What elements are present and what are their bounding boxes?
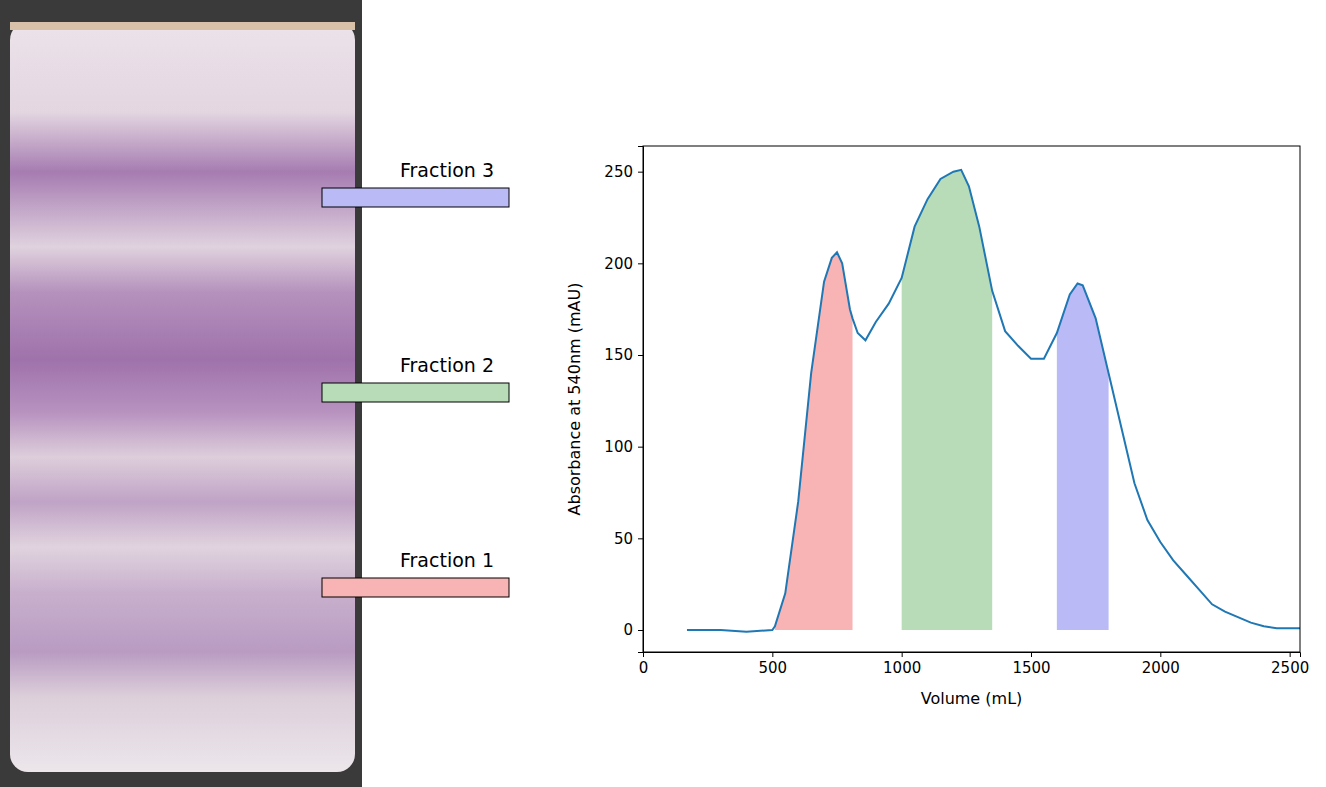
x-axis-title: Volume (mL) — [921, 689, 1023, 708]
y-tick-mark — [638, 172, 643, 173]
y-tick-label: 0 — [623, 621, 633, 639]
x-tick-label: 1500 — [1012, 659, 1050, 677]
x-tick: 0 — [639, 652, 649, 677]
column-photo — [0, 0, 362, 787]
x-tick: 2000 — [1142, 652, 1180, 677]
y-tick-mark — [638, 355, 643, 356]
y-axis: 0 50 100 150 200 250 — [604, 147, 643, 653]
fraction-label: Fraction 2 — [400, 354, 494, 376]
x-tick-mark — [1031, 652, 1032, 657]
fraction-region-group — [902, 170, 993, 632]
y-tick-label: 100 — [604, 438, 633, 456]
x-tick: 1500 — [1012, 652, 1050, 677]
absorbance-line — [687, 170, 1300, 632]
plot-area — [687, 170, 1300, 632]
x-tick: 500 — [759, 652, 788, 677]
plot-frame — [643, 146, 1300, 652]
x-axis: 0 500 1000 1500 2000 2500 — [639, 652, 1310, 677]
y-tick-label: 50 — [614, 530, 633, 548]
y-tick-label: 250 — [604, 163, 633, 181]
y-tick-mark — [638, 630, 643, 631]
fraction-swatch — [322, 578, 509, 597]
fraction-marker: Fraction 1 — [322, 549, 509, 597]
fraction-region-group — [775, 170, 853, 632]
y-tick-label: 150 — [604, 346, 633, 364]
fraction-swatch — [322, 188, 509, 207]
x-axis-line — [644, 653, 1301, 658]
fraction-marker: Fraction 3 — [322, 159, 509, 207]
fraction-area — [775, 170, 853, 632]
fraction-label: Fraction 1 — [400, 549, 494, 571]
x-tick-label: 2000 — [1142, 659, 1180, 677]
x-tick-mark — [772, 652, 773, 657]
photo-background — [0, 0, 362, 787]
y-tick: 100 — [604, 438, 643, 456]
fraction-label: Fraction 3 — [400, 159, 494, 181]
y-tick-mark — [638, 447, 643, 448]
x-tick-mark — [1160, 652, 1161, 657]
fraction-marker: Fraction 2 — [322, 354, 509, 402]
y-tick-label: 200 — [604, 255, 633, 273]
y-axis-line — [638, 147, 644, 653]
y-axis-title: Absorbance at 540nm (mAU) — [565, 283, 584, 516]
x-tick-label: 0 — [639, 659, 649, 677]
x-tick-mark — [902, 652, 903, 657]
y-tick: 150 — [604, 346, 643, 364]
y-tick: 200 — [604, 255, 643, 273]
x-tick-label: 1000 — [883, 659, 921, 677]
y-tick: 250 — [604, 163, 643, 181]
column — [10, 22, 355, 772]
x-tick: 1000 — [883, 652, 921, 677]
x-tick-label: 500 — [759, 659, 788, 677]
fraction-swatch — [322, 383, 509, 402]
fraction-area — [1057, 170, 1109, 632]
x-tick-mark — [1290, 652, 1291, 657]
y-tick-mark — [638, 538, 643, 539]
x-tick: 2500 — [1271, 652, 1309, 677]
y-tick: 0 — [623, 621, 643, 639]
y-tick-mark — [638, 263, 643, 264]
column-rim — [10, 22, 355, 30]
x-tick-label: 2500 — [1271, 659, 1309, 677]
fraction-area — [902, 170, 993, 632]
fraction-region-group — [1057, 170, 1109, 632]
y-tick: 50 — [614, 530, 643, 548]
figure: Fraction 1Fraction 2Fraction 30500100015… — [0, 0, 1326, 787]
